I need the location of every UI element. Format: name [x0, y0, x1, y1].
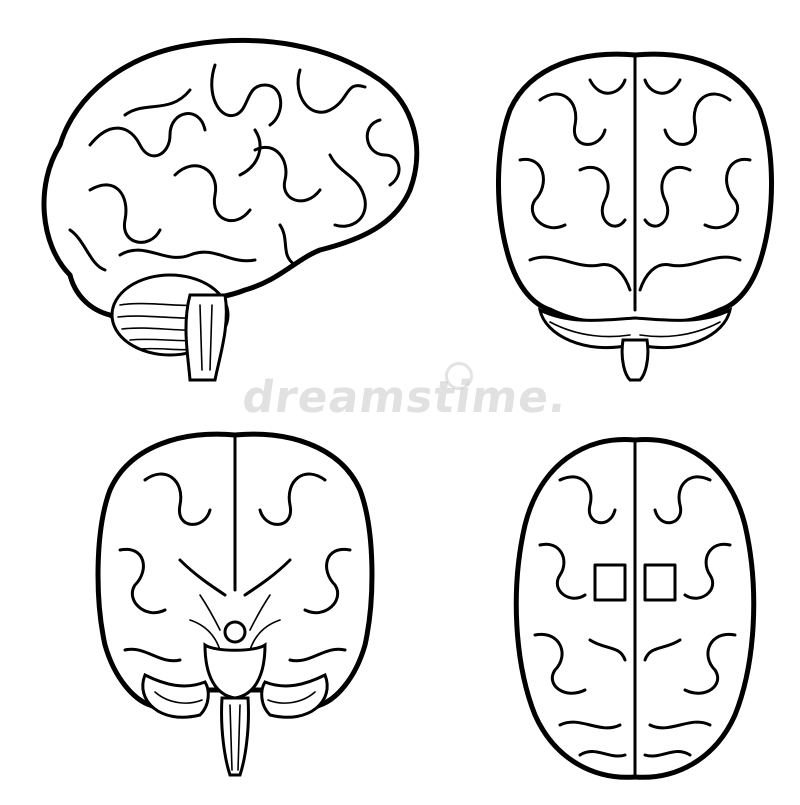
- watermark-logo-icon: [445, 362, 473, 390]
- brain-front-view: [95, 431, 375, 777]
- brain-back-view: [496, 51, 774, 382]
- brain-top-view: [513, 436, 757, 780]
- brain-side-view: [41, 38, 420, 382]
- watermark-text: dreamstime.: [239, 372, 571, 423]
